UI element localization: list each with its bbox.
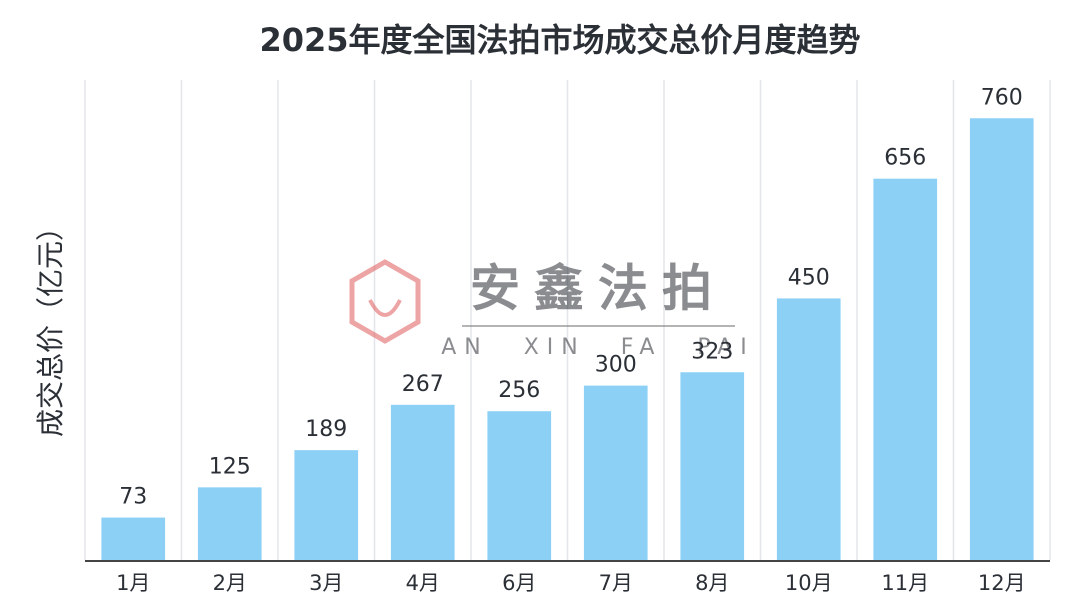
watermark-title: 安鑫法拍	[470, 260, 726, 318]
value-label: 125	[209, 454, 251, 479]
bar	[294, 450, 359, 560]
value-label: 267	[402, 372, 444, 397]
x-tick-label: 7月	[599, 571, 633, 595]
watermark-logo	[349, 259, 421, 344]
x-tick-label: 3月	[309, 571, 343, 595]
bar	[487, 411, 552, 560]
watermark-logo-heart	[368, 299, 402, 317]
x-tick-label: 12月	[978, 571, 1026, 595]
value-label: 73	[119, 485, 147, 510]
value-label: 300	[595, 353, 637, 378]
vertical-separators	[84, 80, 1051, 560]
bar	[390, 404, 455, 560]
value-label: 656	[884, 146, 926, 171]
x-tick-label: 6月	[502, 571, 536, 595]
bar	[583, 385, 648, 560]
bar	[680, 372, 745, 560]
x-tick-label: 8月	[695, 571, 729, 595]
x-tick-label: 10月	[785, 571, 833, 595]
watermark: 安鑫法拍 AN XIN FA PAI	[349, 259, 755, 360]
value-label: 760	[981, 85, 1023, 110]
bar	[197, 487, 262, 560]
value-label: 323	[691, 339, 733, 364]
value-label: 450	[788, 265, 830, 290]
watermark-subtitle: AN XIN FA PAI	[441, 335, 755, 360]
x-tick-label: 11月	[881, 571, 929, 595]
chart-title: 2025年度全国法拍市场成交总价月度趋势	[259, 21, 860, 59]
value-label: 256	[498, 378, 540, 403]
x-tick-label: 4月	[406, 571, 440, 595]
x-tick-label: 1月	[116, 571, 150, 595]
plot-area: 1月 73 2月 125 3月 189 4月 267 6月 256 7月 300 8月 323 10月 450…	[101, 85, 1034, 595]
bar	[776, 298, 841, 560]
y-axis-label: 成交总价（亿元）	[34, 213, 67, 437]
value-label: 189	[305, 417, 347, 442]
bar	[969, 118, 1034, 560]
x-tick-label: 2月	[213, 571, 247, 595]
bar	[873, 178, 938, 560]
bar	[101, 517, 166, 560]
